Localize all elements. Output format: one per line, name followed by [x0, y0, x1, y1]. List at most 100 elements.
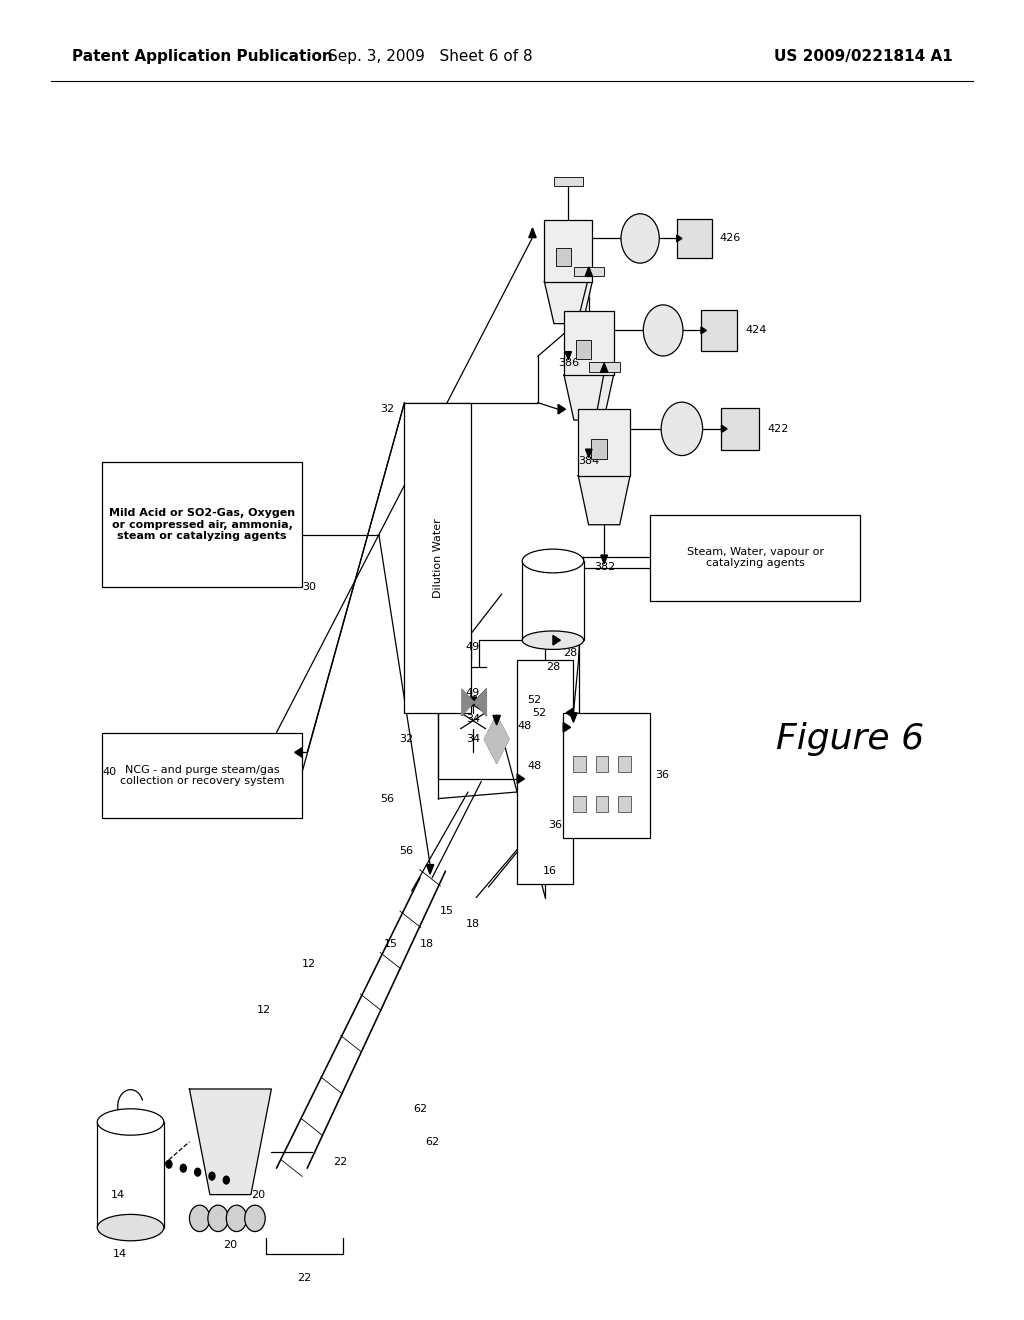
- Text: 49: 49: [466, 688, 480, 698]
- Text: Patent Application Publication: Patent Application Publication: [72, 49, 333, 65]
- Polygon shape: [517, 774, 524, 784]
- Text: US 2009/0221814 A1: US 2009/0221814 A1: [773, 49, 952, 65]
- Circle shape: [226, 1205, 247, 1232]
- Text: 382: 382: [594, 562, 615, 573]
- Text: 36: 36: [655, 771, 670, 780]
- Bar: [591, 438, 607, 459]
- Text: 34: 34: [466, 734, 480, 744]
- Bar: [722, 408, 759, 450]
- Text: 20: 20: [251, 1189, 265, 1200]
- Bar: [554, 177, 583, 186]
- Polygon shape: [677, 235, 682, 242]
- Text: 20: 20: [223, 1239, 238, 1250]
- Bar: [589, 363, 620, 372]
- Ellipse shape: [97, 1109, 164, 1135]
- Bar: [573, 796, 586, 812]
- Polygon shape: [563, 722, 570, 733]
- Text: 22: 22: [297, 1272, 311, 1283]
- Bar: [577, 341, 591, 359]
- Bar: [677, 219, 712, 259]
- Polygon shape: [585, 267, 593, 276]
- Ellipse shape: [97, 1214, 164, 1241]
- Bar: [517, 660, 573, 884]
- Text: 48: 48: [527, 760, 542, 771]
- Circle shape: [621, 214, 659, 263]
- Bar: [596, 796, 608, 812]
- Text: 30: 30: [302, 582, 316, 593]
- Text: 56: 56: [380, 793, 394, 804]
- Text: 52: 52: [527, 694, 542, 705]
- Text: 36: 36: [548, 820, 562, 830]
- Text: 28: 28: [563, 648, 578, 659]
- Text: Dilution Water: Dilution Water: [433, 517, 442, 598]
- Polygon shape: [722, 425, 727, 433]
- Circle shape: [208, 1205, 228, 1232]
- Bar: [564, 312, 613, 375]
- Bar: [701, 310, 737, 351]
- Polygon shape: [564, 375, 613, 420]
- Bar: [596, 756, 608, 772]
- Polygon shape: [701, 327, 707, 334]
- Text: 49: 49: [466, 642, 480, 652]
- Polygon shape: [565, 351, 571, 360]
- Ellipse shape: [522, 631, 584, 649]
- Polygon shape: [462, 689, 474, 715]
- Circle shape: [209, 1172, 215, 1180]
- Text: 16: 16: [579, 767, 593, 777]
- Polygon shape: [474, 689, 486, 715]
- Circle shape: [662, 403, 702, 455]
- Text: NCG - and purge steam/gas
collection or recovery system: NCG - and purge steam/gas collection or …: [120, 764, 285, 787]
- Bar: [618, 796, 631, 812]
- Text: 14: 14: [111, 1189, 125, 1200]
- Circle shape: [245, 1205, 265, 1232]
- Polygon shape: [579, 475, 630, 525]
- Polygon shape: [469, 697, 477, 706]
- Text: 15: 15: [440, 906, 455, 916]
- Polygon shape: [189, 1089, 271, 1195]
- Text: 48: 48: [517, 721, 531, 731]
- Text: 16: 16: [543, 866, 557, 876]
- Circle shape: [195, 1168, 201, 1176]
- Text: 32: 32: [399, 734, 414, 744]
- Text: Figure 6: Figure 6: [776, 722, 924, 756]
- Circle shape: [223, 1176, 229, 1184]
- Text: Steam, Water, vapour or
catalyzing agents: Steam, Water, vapour or catalyzing agent…: [687, 546, 823, 569]
- Polygon shape: [586, 449, 592, 458]
- Polygon shape: [493, 715, 501, 725]
- Text: 40: 40: [102, 767, 117, 777]
- Text: 18: 18: [420, 939, 434, 949]
- Bar: [97, 1122, 164, 1228]
- Text: 18: 18: [466, 919, 480, 929]
- Text: 32: 32: [380, 404, 394, 414]
- Text: 62: 62: [413, 1104, 427, 1114]
- Text: 15: 15: [384, 939, 398, 949]
- Circle shape: [180, 1164, 186, 1172]
- Text: 34: 34: [466, 714, 480, 725]
- Circle shape: [643, 305, 683, 356]
- Bar: [102, 462, 302, 587]
- Text: 422: 422: [767, 424, 788, 434]
- Bar: [573, 756, 586, 772]
- Bar: [545, 220, 592, 281]
- Text: 14: 14: [114, 1249, 127, 1259]
- Circle shape: [189, 1205, 210, 1232]
- Text: 56: 56: [399, 846, 414, 857]
- Polygon shape: [600, 363, 608, 372]
- Text: 426: 426: [720, 234, 741, 243]
- Polygon shape: [601, 556, 607, 564]
- Text: 12: 12: [257, 1005, 271, 1015]
- Bar: [579, 409, 630, 475]
- Text: 424: 424: [745, 326, 767, 335]
- Polygon shape: [569, 713, 578, 722]
- Polygon shape: [528, 228, 537, 238]
- Text: 52: 52: [532, 708, 547, 718]
- Bar: [650, 515, 860, 601]
- Text: 28: 28: [546, 661, 560, 672]
- Bar: [618, 756, 631, 772]
- Polygon shape: [566, 708, 573, 718]
- Text: Mild Acid or SO2-Gas, Oxygen
or compressed air, ammonia,
steam or catalyzing age: Mild Acid or SO2-Gas, Oxygen or compress…: [110, 508, 295, 541]
- Polygon shape: [558, 404, 565, 414]
- Text: 386: 386: [558, 358, 580, 368]
- Text: 22: 22: [333, 1156, 347, 1167]
- Text: Sep. 3, 2009   Sheet 6 of 8: Sep. 3, 2009 Sheet 6 of 8: [328, 49, 532, 65]
